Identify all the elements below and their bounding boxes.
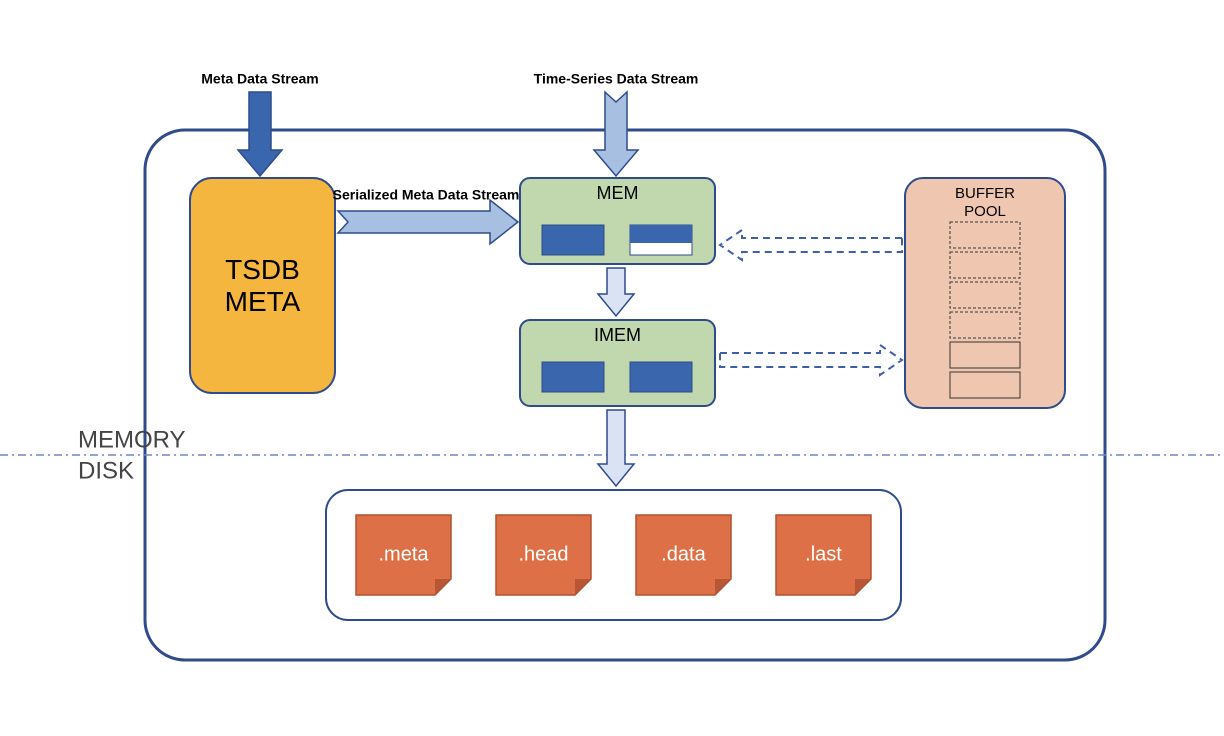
tsdb-label-1: TSDB	[225, 254, 300, 285]
buffer-label-2: POOL	[964, 203, 1006, 220]
tsdb-label-2: META	[225, 286, 301, 317]
buffer-label-1: BUFFER	[955, 185, 1015, 202]
memory-label: MEMORY	[78, 426, 186, 453]
mem-cell-1	[542, 225, 604, 255]
disk-file-label: .meta	[378, 543, 429, 565]
mem-label: MEM	[597, 183, 639, 203]
disk-file-label: .last	[805, 543, 842, 565]
imem-label: IMEM	[594, 325, 641, 345]
disk-file-label: .head	[518, 543, 568, 565]
imem-cell-1	[542, 362, 604, 392]
imem-cell-2	[630, 362, 692, 392]
mem-cell-2-fill	[630, 225, 692, 243]
ts-stream-label: Time-Series Data Stream	[534, 71, 699, 87]
disk-label: DISK	[78, 457, 134, 484]
disk-file-label: .data	[661, 543, 706, 565]
meta-stream-label: Meta Data Stream	[201, 71, 319, 87]
